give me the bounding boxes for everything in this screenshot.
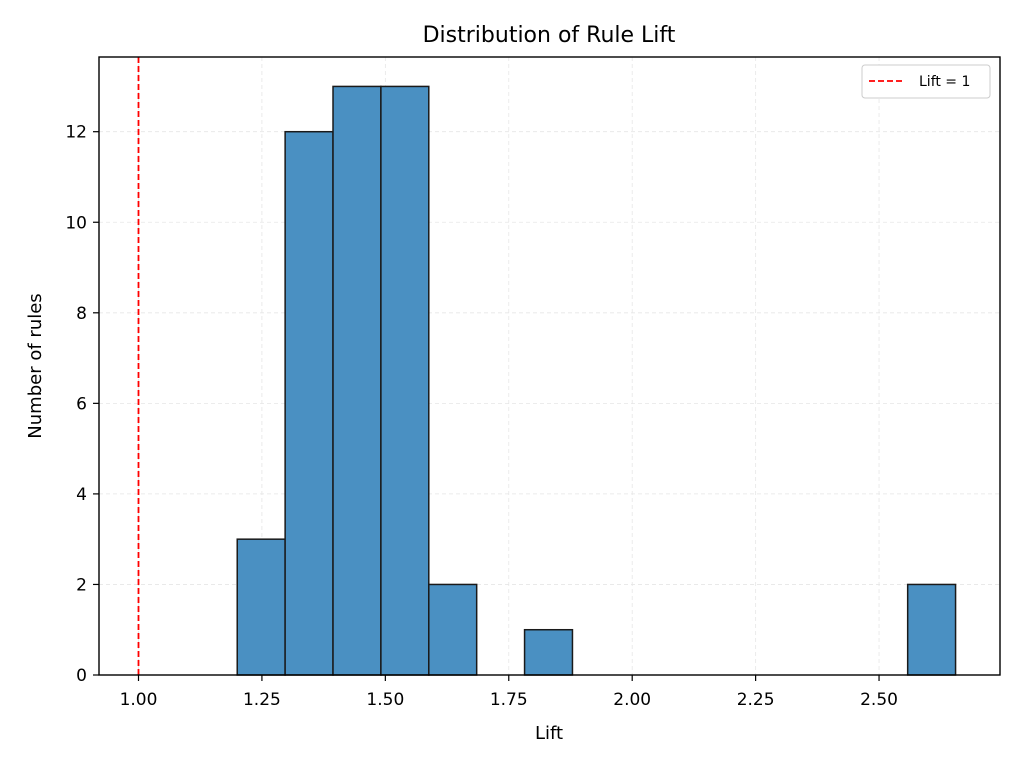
x-axis-title: Lift	[535, 723, 563, 744]
x-tick-label: 1.00	[120, 690, 158, 710]
x-tick-label: 2.00	[613, 690, 651, 710]
x-tick-label: 1.25	[243, 690, 281, 710]
chart-title: Distribution of Rule Lift	[423, 23, 676, 48]
histogram-bar	[523, 628, 574, 676]
x-tick-label: 1.75	[490, 690, 528, 710]
histogram-bar	[906, 583, 957, 676]
y-axis-title: Number of rules	[25, 293, 46, 438]
x-tick-label: 2.25	[737, 690, 775, 710]
x-tick-label: 1.50	[366, 690, 404, 710]
legend: Lift = 1	[861, 64, 991, 99]
histogram-bars	[236, 85, 957, 676]
y-tick-label: 10	[65, 213, 87, 233]
x-axis-ticks: 1.00 1.25 1.50 1.75 2.00 2.25 2.50	[120, 675, 898, 710]
histogram-bar	[284, 130, 334, 676]
histogram-bar	[236, 538, 286, 676]
x-tick-label: 2.50	[860, 690, 898, 710]
y-axis-ticks: 0 2 4 6 8 10 12	[65, 123, 99, 686]
y-tick-label: 0	[76, 666, 87, 686]
histogram-bar	[380, 85, 430, 676]
legend-box	[861, 64, 991, 99]
y-tick-label: 2	[76, 575, 87, 595]
y-tick-label: 8	[76, 304, 87, 324]
legend-label: Lift = 1	[919, 74, 970, 90]
y-tick-label: 6	[76, 394, 87, 414]
y-tick-label: 4	[76, 485, 87, 505]
plot-area-frame	[98, 56, 1001, 676]
y-tick-label: 12	[65, 123, 87, 143]
histogram-bar	[428, 583, 478, 676]
histogram-bar	[332, 85, 382, 676]
